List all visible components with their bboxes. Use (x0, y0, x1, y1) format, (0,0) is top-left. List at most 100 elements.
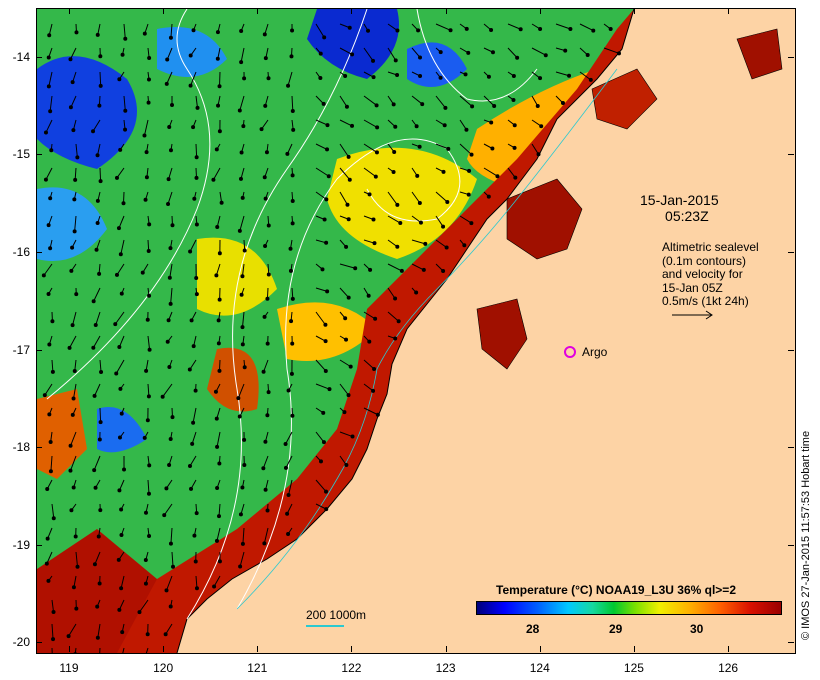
velocity-arrow-head (438, 50, 443, 55)
velocity-arrow-head (318, 459, 323, 464)
velocity-arrow-head (291, 127, 296, 132)
velocity-arrow (189, 239, 197, 252)
velocity-arrow (285, 431, 293, 445)
velocity-arrow-head (344, 104, 349, 109)
velocity-arrow-head (51, 637, 56, 642)
velocity-arrow (216, 431, 221, 448)
y-tick-label: -19 (12, 537, 30, 552)
velocity-arrow (69, 335, 77, 349)
velocity-arrow-head (350, 123, 355, 128)
x-tick-mark (539, 646, 541, 652)
velocity-arrow (45, 119, 53, 133)
velocity-arrow-head (240, 274, 245, 279)
velocity-arrow (120, 239, 125, 255)
velocity-arrow-head (167, 125, 172, 130)
y-tick-mark (36, 251, 42, 253)
velocity-arrow (315, 359, 327, 372)
velocity-arrow-head (142, 435, 147, 440)
velocity-arrow-head (95, 153, 100, 158)
velocity-arrow-head (43, 177, 48, 182)
velocity-arrow-head (162, 513, 167, 518)
velocity-arrow-head (511, 73, 516, 78)
velocity-arrow-head (117, 488, 122, 493)
velocity-arrow (435, 23, 451, 31)
velocity-arrow (74, 215, 77, 232)
velocity-arrow-head (98, 508, 103, 513)
velocity-arrow (116, 263, 125, 276)
velocity-arrow-head (119, 586, 124, 591)
velocity-arrow-head (417, 200, 422, 205)
y-tick-label: -16 (12, 244, 30, 259)
velocity-arrow (93, 455, 101, 471)
velocity-arrow (315, 383, 330, 390)
velocity-arrow (216, 527, 221, 542)
velocity-arrow-head (166, 201, 171, 206)
sst-map[interactable] (36, 8, 796, 654)
x-tick-mark (728, 8, 730, 14)
y-tick-mark (788, 251, 794, 253)
velocity-arrow-head (47, 33, 52, 38)
velocity-arrow-head (285, 151, 290, 156)
x-tick-label: 120 (153, 661, 174, 675)
velocity-arrow-head (262, 32, 267, 37)
argo-float-marker[interactable] (564, 346, 576, 358)
velocity-arrow-head (92, 562, 97, 567)
velocity-arrow-head (167, 275, 172, 280)
velocity-arrow-head (165, 339, 170, 344)
velocity-arrow (315, 143, 328, 150)
y-tick-mark (36, 642, 42, 644)
velocity-arrow (99, 167, 102, 182)
velocity-arrow-head (441, 169, 446, 174)
velocity-arrow-head (325, 289, 330, 294)
velocity-arrow-head (168, 541, 173, 546)
velocity-arrow-head (117, 435, 122, 440)
velocity-arrow-head (238, 176, 243, 181)
velocity-arrow-head (213, 389, 218, 394)
velocity-arrow-head (265, 296, 270, 301)
y-tick-mark (36, 349, 42, 351)
x-tick-mark (68, 646, 70, 652)
velocity-arrow-head (68, 468, 73, 473)
velocity-arrow-head (261, 466, 266, 471)
velocity-arrow-head (396, 319, 401, 324)
isobath-scale-swatch (306, 625, 344, 627)
velocity-arrow-head (91, 299, 96, 304)
velocity-arrow-head (283, 442, 288, 447)
velocity-arrow-head (194, 586, 199, 591)
velocity-arrow (507, 47, 518, 59)
velocity-arrow-head (46, 84, 51, 89)
velocity-arrow (555, 23, 571, 30)
velocity-arrow-head (263, 243, 268, 248)
velocity-arrow-head (395, 28, 400, 33)
velocity-arrow-head (393, 124, 398, 129)
velocity-arrow-head (374, 103, 379, 108)
velocity-arrow (169, 263, 173, 278)
velocity-arrow-head (144, 175, 149, 180)
velocity-arrow (70, 47, 77, 60)
velocity-arrow (49, 95, 53, 112)
velocity-arrow-head (194, 275, 199, 280)
velocity-arrow-head (441, 224, 446, 229)
velocity-arrow (50, 455, 53, 472)
velocity-arrow (531, 143, 539, 155)
velocity-arrow (51, 623, 54, 640)
x-tick-mark (728, 646, 730, 652)
velocity-arrow (143, 119, 149, 136)
velocity-arrow (44, 383, 53, 396)
y-tick-mark (36, 154, 42, 156)
velocity-arrow-head (539, 124, 544, 129)
velocity-arrow-head (74, 30, 79, 35)
velocity-arrow-head (118, 252, 123, 257)
velocity-arrow-head (266, 223, 271, 228)
velocity-arrow-head (45, 536, 50, 541)
velocity-arrow-head (117, 345, 122, 350)
velocity-arrow (339, 359, 351, 368)
velocity-arrow (241, 263, 245, 277)
y-tick-mark (788, 349, 794, 351)
velocity-arrow-head (415, 173, 420, 178)
velocity-arrow-head (515, 55, 520, 60)
velocity-arrow (263, 527, 269, 544)
velocity-arrow (411, 95, 423, 105)
velocity-arrow-head (585, 53, 590, 58)
velocity-arrow-head (420, 102, 425, 107)
